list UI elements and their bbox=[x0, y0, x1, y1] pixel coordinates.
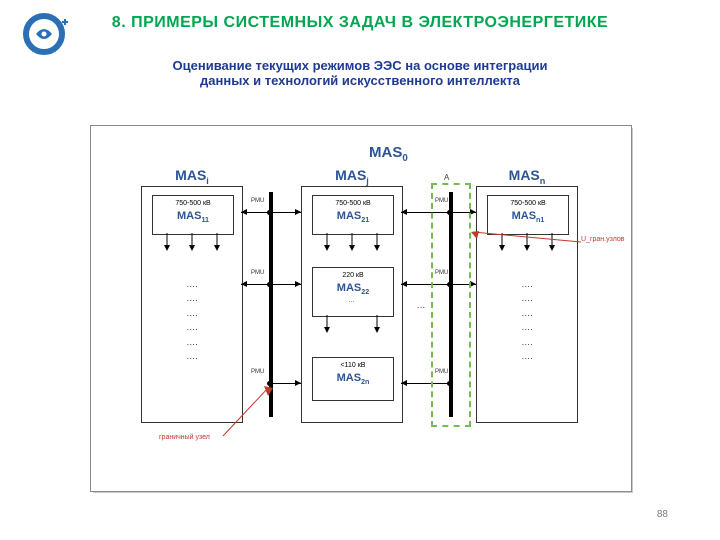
box-mas11: 750-500 кВ MAS11 bbox=[152, 195, 234, 235]
column-n-label: MASn bbox=[477, 167, 577, 186]
box-mas11-voltage: 750-500 кВ bbox=[153, 200, 233, 207]
slide-title: 8. ПРИМЕРЫ СИСТЕМНЫХ ЗАДАЧ В ЭЛЕКТРОЭНЕР… bbox=[0, 14, 720, 32]
slide-root: 8. ПРИМЕРЫ СИСТЕМНЫХ ЗАДАЧ В ЭЛЕКТРОЭНЕР… bbox=[0, 0, 720, 540]
column-i-dots: …. …. …. …. …. …. bbox=[142, 277, 242, 363]
subtitle-line2: данных и технологий искусственного интел… bbox=[200, 73, 520, 88]
box-mas2n: <110 кВ MAS2n bbox=[312, 357, 394, 401]
arrow-icon bbox=[401, 209, 407, 215]
ugran-arrow bbox=[469, 230, 584, 250]
box21-arrows bbox=[312, 233, 392, 253]
pmu-label: PMU bbox=[435, 270, 448, 276]
arrow-icon bbox=[401, 380, 407, 386]
a-label: A bbox=[444, 173, 449, 182]
pmu-label: PMU bbox=[251, 369, 264, 375]
arrow-icon bbox=[241, 209, 247, 215]
ellipsis-between-j-n: … bbox=[411, 298, 431, 312]
mas0-label: MAS0 bbox=[369, 144, 408, 164]
subtitle-line1: Оценивание текущих режимов ЭЭС на основе… bbox=[173, 58, 548, 73]
arrow-icon bbox=[241, 281, 247, 287]
column-n: MASn 750-500 кВ MASn1 …. …. …. …. …. …. bbox=[476, 186, 578, 423]
boundary-arrow bbox=[221, 386, 276, 441]
pmu-label: PMU bbox=[251, 270, 264, 276]
mas0-sub: 0 bbox=[402, 153, 407, 164]
box22-arrows bbox=[312, 315, 392, 335]
box-mas22: 220 кВ MAS22 … bbox=[312, 267, 394, 317]
pmu-label: PMU bbox=[435, 369, 448, 375]
boundary-node-label: граничный узел bbox=[159, 434, 210, 441]
arrow-icon bbox=[401, 281, 407, 287]
column-i-label: MASi bbox=[142, 167, 242, 186]
column-n-dots: …. …. …. …. …. …. bbox=[477, 277, 577, 363]
arrow-icon bbox=[295, 209, 301, 215]
pmu-label: PMU bbox=[251, 198, 264, 204]
ugran-label: U_гран.узлов bbox=[581, 236, 625, 243]
page-number: 88 bbox=[657, 509, 668, 520]
slide-subtitle: Оценивание текущих режимов ЭЭС на основе… bbox=[0, 58, 720, 88]
arrow-icon bbox=[295, 380, 301, 386]
diagram-panel: MAS0 MASi 750-500 кВ MAS11 …. …. bbox=[90, 125, 632, 492]
mas0-text: MAS bbox=[369, 144, 402, 161]
pmu-label: PMU bbox=[435, 198, 448, 204]
box-mas11-label: MAS11 bbox=[153, 210, 233, 224]
dashed-a-box bbox=[431, 183, 471, 427]
box11-arrows bbox=[152, 233, 232, 253]
column-j: MASj 750-500 кВ MAS21 220 кВ MAS22 … bbox=[301, 186, 403, 423]
arrow-icon bbox=[295, 281, 301, 287]
box-masn1: 750-500 кВ MASn1 bbox=[487, 195, 569, 235]
column-j-label: MASj bbox=[302, 167, 402, 186]
box-mas21: 750-500 кВ MAS21 bbox=[312, 195, 394, 235]
